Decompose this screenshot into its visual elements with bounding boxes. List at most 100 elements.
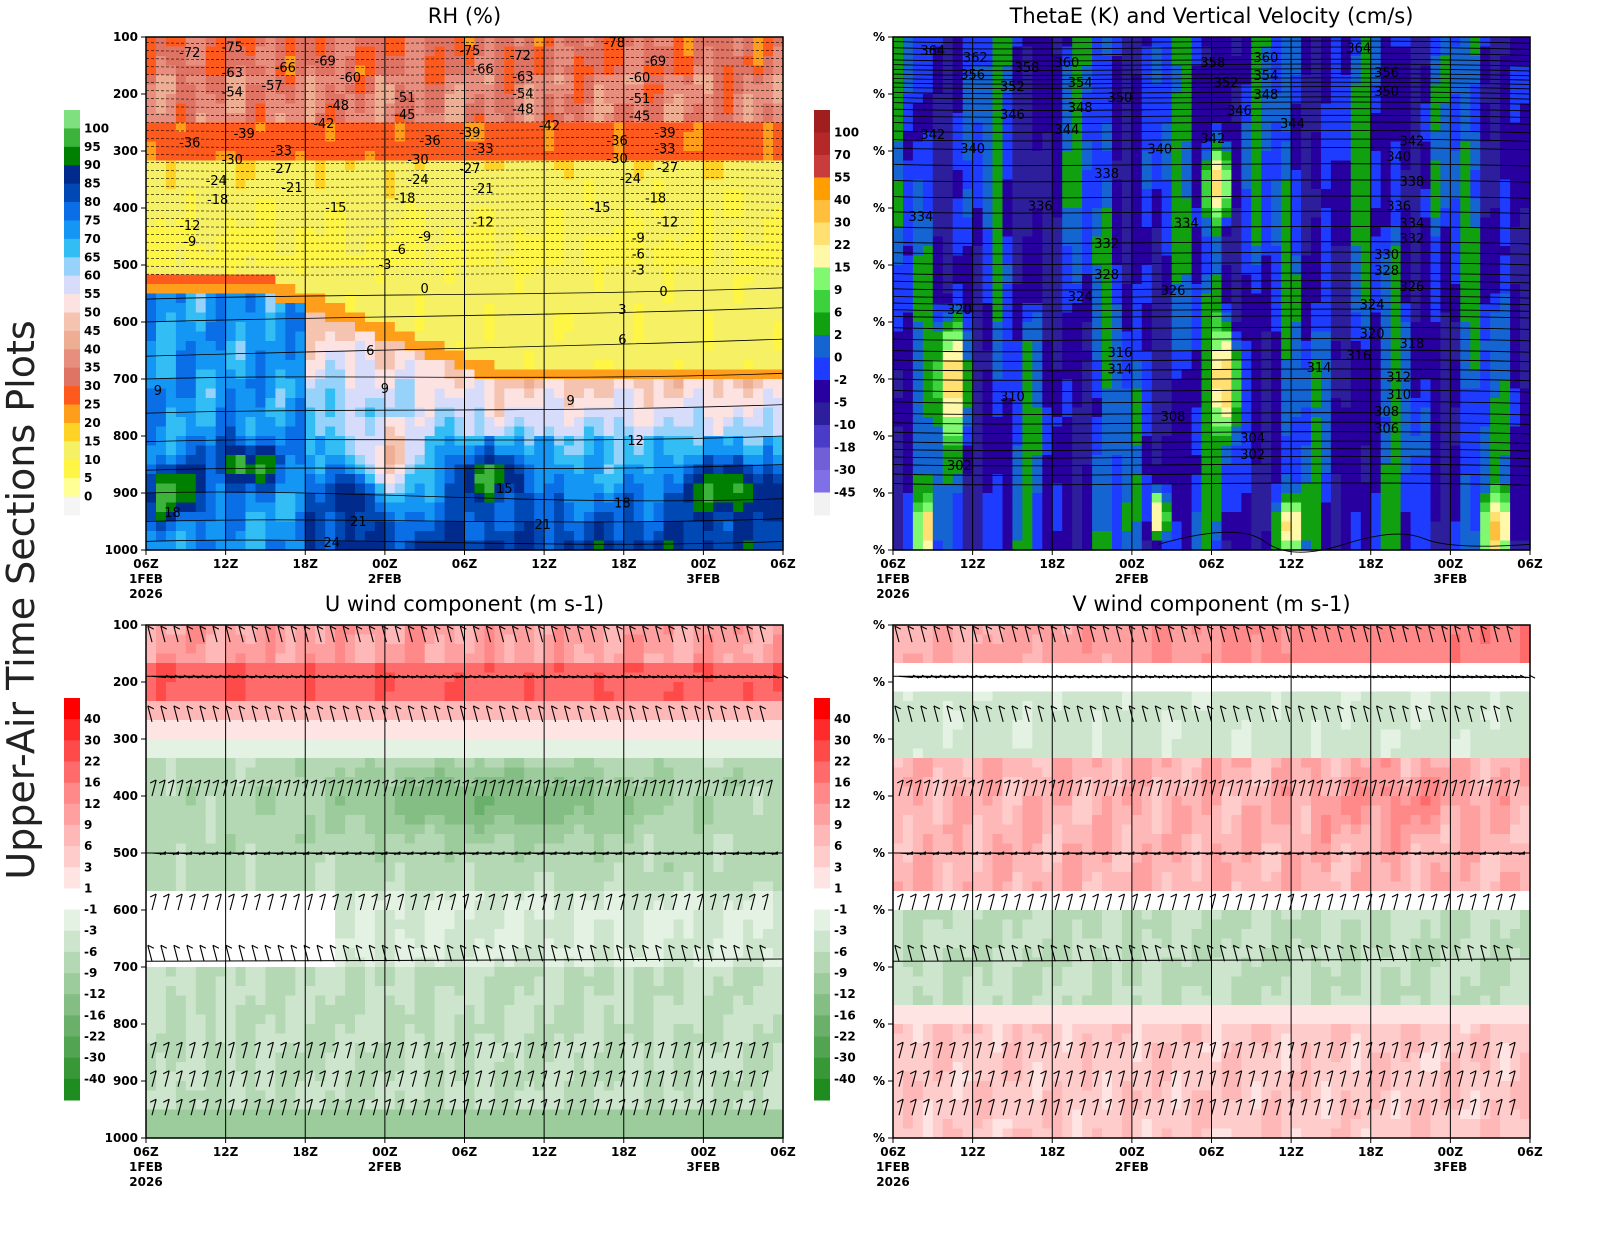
- contour-cell: [1022, 464, 1033, 475]
- contour-cell: [1092, 540, 1103, 551]
- contour-cell: [633, 37, 645, 48]
- contour-cell: [365, 265, 376, 276]
- contour-cell: [1121, 445, 1133, 456]
- contour-cell: [903, 236, 914, 247]
- contour-cell: [663, 426, 675, 437]
- contour-cell: [893, 160, 904, 171]
- contour-cell: [952, 540, 964, 551]
- contour-cell: [723, 217, 734, 228]
- contour-cell: [215, 303, 227, 314]
- contour-cell: [365, 369, 376, 380]
- contour-cell: [474, 284, 486, 295]
- contour-cell: [146, 512, 157, 523]
- contour-cell: [275, 46, 286, 57]
- contour-cell: [1012, 512, 1023, 523]
- contour-cell: [504, 540, 515, 551]
- contour-cell: [952, 198, 964, 209]
- contour-cell: [384, 474, 396, 485]
- contour-cell: [195, 483, 207, 494]
- contour-cell: [922, 141, 934, 152]
- contour-cell: [982, 189, 994, 200]
- contour-cell: [534, 274, 545, 285]
- contour-cell: [982, 331, 994, 342]
- contour-cell: [494, 293, 505, 304]
- contour-cell: [603, 531, 615, 542]
- contour-cell: [195, 293, 207, 304]
- contour-cell: [156, 103, 167, 114]
- contour-cell: [1082, 274, 1093, 285]
- contour-cell: [623, 37, 635, 48]
- x-tick-label: 12Z: [531, 557, 557, 571]
- contour-cell: [1012, 84, 1023, 95]
- contour-cell: [295, 122, 306, 133]
- contour-cell: [195, 360, 207, 371]
- contour-cell: [454, 493, 466, 504]
- contour-cell: [146, 274, 157, 285]
- contour-cell: [633, 455, 645, 466]
- contour-cell: [215, 502, 227, 513]
- contour-cell: [355, 369, 366, 380]
- contour-cell: [952, 531, 964, 542]
- contour-cell: [384, 341, 396, 352]
- contour-cell: [972, 103, 984, 114]
- contour-cell: [1072, 75, 1083, 86]
- contour-cell: [653, 455, 665, 466]
- contour-cell: [763, 84, 774, 95]
- contour-cell: [623, 141, 635, 152]
- contour-cell: [365, 75, 376, 86]
- contour-cell: [703, 94, 714, 105]
- contour-cell: [1052, 132, 1063, 143]
- contour-cell: [763, 151, 774, 162]
- contour-cell: [215, 540, 227, 551]
- contour-cell: [574, 398, 585, 409]
- contour-cell: [146, 474, 157, 485]
- contour-cell: [146, 493, 157, 504]
- contour-cell: [345, 493, 356, 504]
- contour-cell: [305, 464, 316, 475]
- contour-cell: [424, 455, 436, 466]
- contour-cell: [275, 379, 286, 390]
- contour-cell: [315, 322, 326, 333]
- contour-cell: [763, 113, 774, 124]
- contour-cell: [315, 227, 326, 238]
- contour-cell: [952, 293, 964, 304]
- contour-cell: [1002, 512, 1014, 523]
- contour-cell: [394, 521, 406, 532]
- contour-cell: [175, 493, 187, 504]
- contour-cell: [593, 445, 605, 456]
- contour-cell: [444, 189, 456, 200]
- contour-cell: [185, 75, 197, 86]
- contour-cell: [365, 56, 376, 67]
- contour-cell: [544, 350, 555, 361]
- contour-cell: [912, 322, 924, 333]
- contour-cell: [295, 341, 306, 352]
- contour-cell: [454, 531, 466, 542]
- contour-cell: [335, 388, 346, 399]
- contour-cell: [394, 417, 406, 428]
- y-tick-label: 400: [113, 201, 138, 215]
- contour-cell: [932, 322, 944, 333]
- contour-cell: [893, 512, 904, 523]
- contour-cell: [424, 312, 436, 323]
- contour-cell: [215, 274, 227, 285]
- contour-cell: [205, 312, 217, 323]
- contour-cell: [285, 445, 296, 456]
- contour-cell: [1022, 521, 1033, 532]
- contour-cell: [325, 160, 336, 171]
- contour-cell: [404, 445, 416, 456]
- contour-cell: [962, 521, 974, 532]
- contour-cell: [952, 284, 964, 295]
- contour-cell: [613, 293, 625, 304]
- contour-cell: [235, 293, 247, 304]
- contour-cell: [175, 398, 187, 409]
- contour-cell: [1121, 94, 1133, 105]
- contour-cell: [962, 189, 974, 200]
- contour-cell: [1082, 417, 1093, 428]
- contour-cell: [942, 417, 954, 428]
- contour-cell: [773, 474, 784, 485]
- contour-cell: [574, 37, 585, 48]
- contour-cell: [185, 151, 197, 162]
- contour-cell: [1121, 350, 1133, 361]
- contour-cell: [404, 331, 416, 342]
- contour-cell: [315, 303, 326, 314]
